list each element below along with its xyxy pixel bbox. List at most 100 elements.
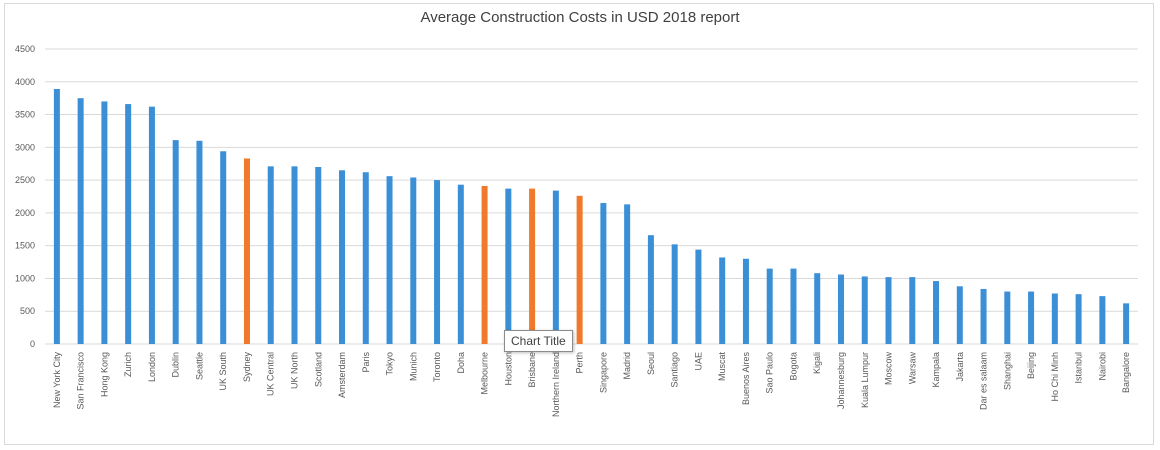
bar-shanghai — [1004, 291, 1011, 344]
gridlines — [45, 48, 1138, 345]
bar-scotland — [315, 167, 322, 344]
x-tick-label: Moscow — [884, 352, 894, 386]
bar-san-francisco — [77, 98, 84, 345]
x-tick-label: Houston — [503, 352, 513, 386]
x-tick-label: Seoul — [646, 352, 656, 375]
bar-dar-es-salaam — [980, 288, 987, 344]
x-tick-label: Warsaw — [907, 352, 917, 385]
x-tick-label: Amsterdam — [337, 352, 347, 398]
bar-singapore — [600, 203, 607, 344]
y-tick-label: 2000 — [15, 208, 35, 218]
x-tick-label: Bogota — [788, 352, 798, 381]
y-tick-label: 0 — [30, 339, 35, 349]
x-tick-label: Kuala Lumpur — [860, 352, 870, 408]
bar-seoul — [647, 235, 654, 344]
bar-paris — [362, 172, 369, 344]
x-axis-ticks: New York City San Francisco Hong Kong Zuric… — [52, 352, 1131, 418]
bar-brisbane — [529, 188, 536, 344]
x-tick-label: Zurich — [123, 352, 133, 377]
bar-munich — [410, 177, 417, 344]
bar-tokyo — [386, 176, 393, 344]
bars — [53, 88, 1130, 345]
bar-istanbul — [1075, 294, 1082, 344]
bar-amsterdam — [339, 170, 346, 344]
bar-doha — [457, 184, 464, 344]
bar-seattle — [196, 140, 203, 344]
bar-madrid — [624, 204, 631, 344]
x-tick-label: New York City — [52, 352, 62, 409]
bar-uae — [695, 249, 702, 344]
x-tick-label: Bangalore — [1121, 352, 1131, 393]
bar-ho-chi-minh — [1051, 293, 1058, 344]
x-tick-label: Toronto — [432, 352, 442, 382]
bar-muscat — [719, 257, 726, 344]
y-tick-label: 500 — [20, 306, 35, 316]
chart-title-tooltip: Chart Title — [504, 330, 573, 352]
x-tick-label: Paris — [361, 352, 371, 373]
x-tick-label: London — [147, 352, 157, 382]
y-tick-label: 4000 — [15, 77, 35, 87]
bar-uk-south — [220, 151, 227, 344]
x-tick-label: Kigali — [812, 352, 822, 374]
y-tick-label: 1000 — [15, 273, 35, 283]
bar-johannesburg — [837, 274, 844, 344]
bar-santiago — [671, 244, 678, 344]
bar-moscow — [885, 277, 892, 344]
bar-uk-north — [291, 166, 298, 344]
x-tick-label: Dublin — [171, 352, 181, 378]
bar-buenos-aires — [742, 258, 749, 344]
x-tick-label: UK South — [218, 352, 228, 391]
x-tick-label: Munich — [408, 352, 418, 381]
bar-hong-kong — [101, 101, 108, 344]
x-tick-label: Buenos Aires — [741, 352, 751, 406]
x-tick-label: Doha — [456, 352, 466, 374]
bar-toronto — [434, 180, 441, 344]
x-tick-label: Brisbane — [527, 352, 537, 388]
x-tick-label: Melbourne — [480, 352, 490, 395]
y-axis-ticks: 0 500 1000 1500 2000 2500 3000 3500 4000 4500 — [15, 44, 35, 349]
x-tick-label: Sao Paulo — [765, 352, 775, 394]
bar-beijing — [1028, 291, 1035, 344]
x-tick-label: Beijing — [1026, 352, 1036, 379]
x-tick-label: Seattle — [194, 352, 204, 380]
x-tick-label: Singapore — [598, 352, 608, 393]
bar-perth — [576, 195, 583, 344]
x-tick-label: Sydney — [242, 352, 252, 383]
x-tick-label: Perth — [575, 352, 585, 374]
y-tick-label: 3500 — [15, 110, 35, 120]
bar-kigali — [814, 273, 821, 344]
bar-sydney — [243, 158, 250, 344]
bar-warsaw — [909, 277, 916, 344]
bar-bogota — [790, 268, 797, 344]
bar-melbourne — [481, 186, 488, 344]
bar-zurich — [125, 104, 132, 344]
bar-houston — [505, 188, 512, 344]
bar-kuala-lumpur — [861, 276, 868, 344]
y-tick-label: 2500 — [15, 175, 35, 185]
bar-dublin — [172, 140, 179, 344]
bar-kampala — [933, 281, 940, 344]
bar-new-york-city — [53, 88, 60, 344]
x-tick-label: Madrid — [622, 352, 632, 380]
x-tick-label: Dar es salaam — [979, 352, 989, 410]
bar-bangalore — [1123, 303, 1130, 344]
bar-sao-paulo — [766, 268, 773, 344]
y-tick-label: 3000 — [15, 142, 35, 152]
bar-uk-central — [267, 166, 274, 344]
chart-title: Average Construction Costs in USD 2018 r… — [420, 9, 740, 26]
bar-jakarta — [956, 286, 963, 344]
x-tick-label: Jakarta — [955, 352, 965, 382]
x-tick-label: Muscat — [717, 352, 727, 382]
x-tick-label: Tokyo — [385, 352, 395, 376]
x-tick-label: Northern Ireland — [551, 352, 561, 417]
x-tick-label: UK North — [289, 352, 299, 389]
x-tick-label: Shanghai — [1002, 352, 1012, 390]
y-tick-label: 1500 — [15, 241, 35, 251]
bar-northern-ireland — [552, 190, 559, 344]
y-tick-label: 4500 — [15, 44, 35, 54]
bar-nairobi — [1099, 296, 1106, 344]
x-tick-label: UK Central — [266, 352, 276, 396]
x-tick-label: Nairobi — [1097, 352, 1107, 381]
x-tick-label: Istanbul — [1074, 352, 1084, 384]
